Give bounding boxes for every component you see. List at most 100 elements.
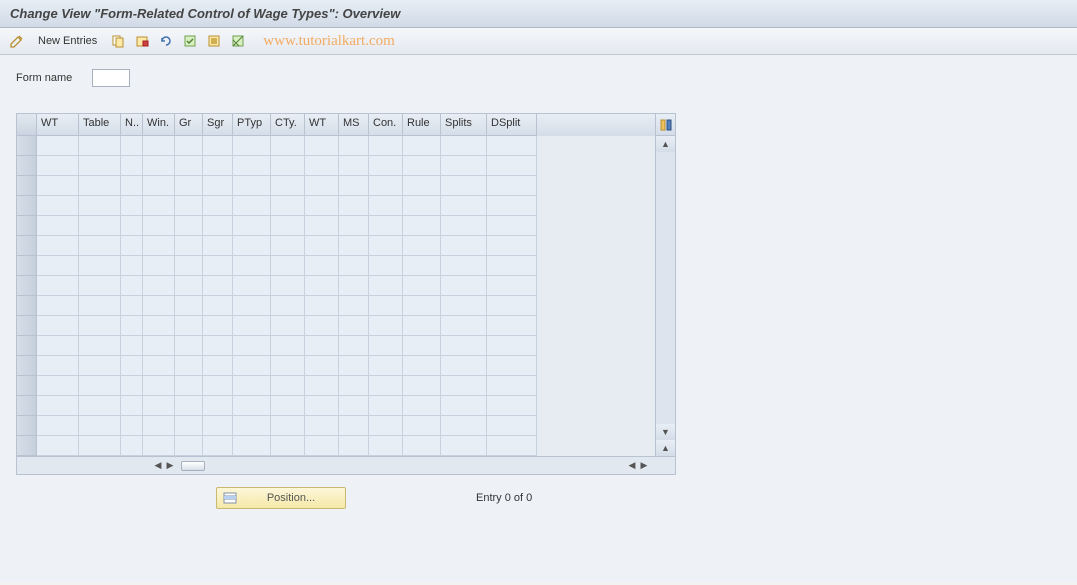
table-cell[interactable] [143, 176, 175, 196]
table-cell[interactable] [339, 256, 369, 276]
table-cell[interactable] [233, 196, 271, 216]
select-all-icon[interactable] [181, 32, 199, 50]
table-cell[interactable] [271, 316, 305, 336]
table-cell[interactable] [121, 156, 143, 176]
table-cell[interactable] [233, 376, 271, 396]
table-cell[interactable] [271, 196, 305, 216]
table-cell[interactable] [487, 416, 537, 436]
table-cell[interactable] [403, 376, 441, 396]
table-cell[interactable] [175, 376, 203, 396]
new-entries-button[interactable]: New Entries [32, 33, 103, 49]
table-cell[interactable] [339, 416, 369, 436]
col-header-ptyp[interactable]: PTyp [233, 114, 271, 136]
table-cell[interactable] [441, 176, 487, 196]
table-cell[interactable] [403, 336, 441, 356]
table-cell[interactable] [233, 276, 271, 296]
scroll-up-button[interactable]: ▲ [656, 136, 675, 152]
table-cell[interactable] [233, 336, 271, 356]
table-cell[interactable] [37, 216, 79, 236]
table-cell[interactable] [271, 136, 305, 156]
table-cell[interactable] [487, 156, 537, 176]
table-cell[interactable] [79, 356, 121, 376]
table-cell[interactable] [175, 216, 203, 236]
table-cell[interactable] [369, 256, 403, 276]
table-cell[interactable] [487, 176, 537, 196]
table-cell[interactable] [441, 376, 487, 396]
row-selector[interactable] [17, 176, 37, 196]
table-cell[interactable] [369, 136, 403, 156]
table-cell[interactable] [441, 156, 487, 176]
table-cell[interactable] [37, 336, 79, 356]
table-cell[interactable] [441, 216, 487, 236]
table-cell[interactable] [143, 336, 175, 356]
row-selector[interactable] [17, 296, 37, 316]
table-cell[interactable] [305, 276, 339, 296]
table-cell[interactable] [37, 256, 79, 276]
selector-header[interactable] [17, 114, 37, 136]
table-cell[interactable] [403, 176, 441, 196]
table-cell[interactable] [339, 436, 369, 456]
table-cell[interactable] [175, 196, 203, 216]
table-cell[interactable] [175, 276, 203, 296]
table-cell[interactable] [37, 436, 79, 456]
table-cell[interactable] [339, 376, 369, 396]
table-cell[interactable] [203, 236, 233, 256]
table-cell[interactable] [121, 176, 143, 196]
table-cell[interactable] [121, 316, 143, 336]
table-cell[interactable] [37, 356, 79, 376]
table-cell[interactable] [233, 396, 271, 416]
table-cell[interactable] [369, 296, 403, 316]
row-selector[interactable] [17, 156, 37, 176]
table-cell[interactable] [175, 356, 203, 376]
table-cell[interactable] [305, 296, 339, 316]
row-selector[interactable] [17, 136, 37, 156]
table-cell[interactable] [233, 296, 271, 316]
table-cell[interactable] [271, 296, 305, 316]
table-cell[interactable] [369, 276, 403, 296]
table-cell[interactable] [441, 416, 487, 436]
table-cell[interactable] [305, 136, 339, 156]
copy-icon[interactable] [109, 32, 127, 50]
row-selector[interactable] [17, 256, 37, 276]
row-selector[interactable] [17, 436, 37, 456]
table-cell[interactable] [79, 216, 121, 236]
scroll-down-button[interactable]: ▼ [656, 424, 675, 440]
table-cell[interactable] [441, 436, 487, 456]
table-cell[interactable] [369, 436, 403, 456]
table-cell[interactable] [441, 276, 487, 296]
table-cell[interactable] [487, 356, 537, 376]
hscroll-thumb[interactable] [181, 461, 205, 471]
table-cell[interactable] [203, 296, 233, 316]
table-cell[interactable] [339, 136, 369, 156]
table-cell[interactable] [403, 216, 441, 236]
table-cell[interactable] [79, 236, 121, 256]
table-cell[interactable] [121, 376, 143, 396]
table-cell[interactable] [271, 396, 305, 416]
table-cell[interactable] [143, 316, 175, 336]
table-cell[interactable] [79, 336, 121, 356]
table-cell[interactable] [121, 276, 143, 296]
table-cell[interactable] [369, 416, 403, 436]
table-cell[interactable] [487, 236, 537, 256]
table-cell[interactable] [339, 156, 369, 176]
table-cell[interactable] [143, 416, 175, 436]
table-cell[interactable] [79, 296, 121, 316]
table-cell[interactable] [369, 336, 403, 356]
table-cell[interactable] [143, 436, 175, 456]
col-header-dsplit[interactable]: DSplit [487, 114, 537, 136]
col-header-n[interactable]: N.. [121, 114, 143, 136]
table-cell[interactable] [233, 216, 271, 236]
row-selector[interactable] [17, 236, 37, 256]
table-cell[interactable] [487, 396, 537, 416]
table-cell[interactable] [203, 196, 233, 216]
table-cell[interactable] [203, 436, 233, 456]
table-cell[interactable] [121, 296, 143, 316]
table-cell[interactable] [487, 196, 537, 216]
table-cell[interactable] [305, 236, 339, 256]
table-cell[interactable] [143, 136, 175, 156]
table-cell[interactable] [271, 276, 305, 296]
table-cell[interactable] [203, 336, 233, 356]
col-header-wt[interactable]: WT [37, 114, 79, 136]
table-cell[interactable] [339, 176, 369, 196]
row-selector[interactable] [17, 316, 37, 336]
